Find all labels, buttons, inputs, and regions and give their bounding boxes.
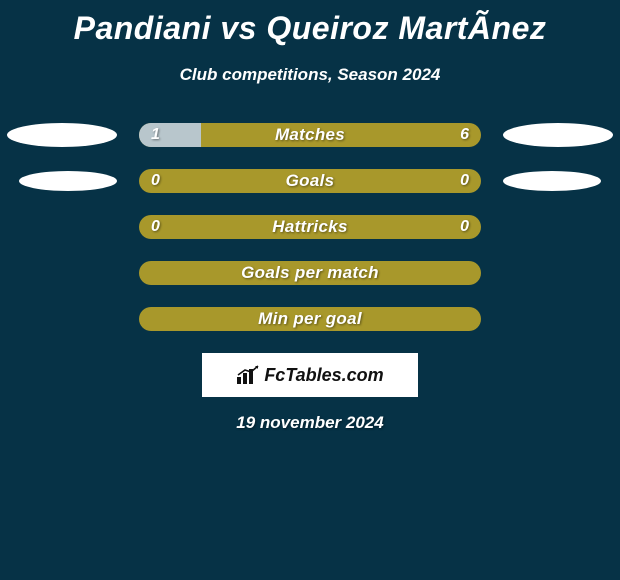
stat-row: 0 Goals 0 <box>0 169 620 193</box>
date-text: 19 november 2024 <box>0 413 620 433</box>
stat-label: Goals per match <box>139 261 481 285</box>
stat-bar-goals-per-match: Goals per match <box>139 261 481 285</box>
player-left-marker <box>7 123 117 147</box>
stat-bar-matches: 1 Matches 6 <box>139 123 481 147</box>
comparison-rows: 1 Matches 6 0 Goals 0 0 Hattricks 0 Goal… <box>0 123 620 331</box>
logo-text: FcTables.com <box>264 365 383 386</box>
stat-row: 0 Hattricks 0 <box>0 215 620 239</box>
page-title: Pandiani vs Queiroz MartÃ­nez <box>0 0 620 47</box>
fctables-logo: FcTables.com <box>236 365 383 386</box>
stat-bar-min-per-goal: Min per goal <box>139 307 481 331</box>
stat-label: Matches <box>139 123 481 147</box>
stat-bar-goals: 0 Goals 0 <box>139 169 481 193</box>
player-right-marker <box>503 123 613 147</box>
stat-row: 1 Matches 6 <box>0 123 620 147</box>
stat-right-value: 0 <box>460 215 469 239</box>
player-right-marker <box>503 171 601 191</box>
stat-bar-hattricks: 0 Hattricks 0 <box>139 215 481 239</box>
chart-icon <box>236 365 260 385</box>
player-left-marker <box>19 171 117 191</box>
stat-row: Goals per match <box>0 261 620 285</box>
subtitle: Club competitions, Season 2024 <box>0 65 620 85</box>
stat-right-value: 0 <box>460 169 469 193</box>
stat-row: Min per goal <box>0 307 620 331</box>
stat-label: Goals <box>139 169 481 193</box>
stat-label: Min per goal <box>139 307 481 331</box>
stat-label: Hattricks <box>139 215 481 239</box>
stat-right-value: 6 <box>460 123 469 147</box>
logo-box: FcTables.com <box>202 353 418 397</box>
